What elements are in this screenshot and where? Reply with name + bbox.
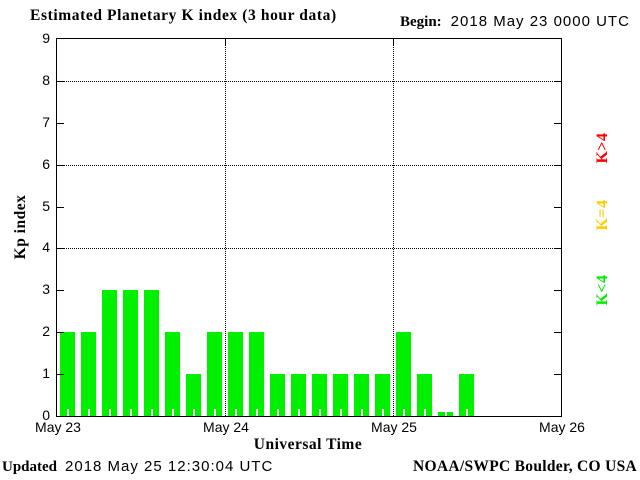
y-tick-label: 9 [42, 30, 50, 46]
kp-bar [291, 374, 306, 416]
y-tick-label: 5 [42, 197, 50, 214]
updated-value: 2018 May 25 12:30:04 UTC [65, 458, 274, 475]
x-day-label: May 23 [35, 419, 81, 435]
kp-bar [144, 290, 159, 416]
updated-timestamp: Updated 2018 May 25 12:30:04 UTC [2, 458, 273, 476]
chart-title: Estimated Planetary K index (3 hour data… [30, 7, 337, 24]
kp-bar [228, 332, 243, 416]
y-tick-left [57, 122, 64, 124]
kp-bar [396, 332, 411, 416]
x-minor-tick [129, 409, 132, 416]
y-tick-label: 8 [42, 71, 50, 88]
x-minor-tick [66, 409, 69, 416]
gridline-vertical [225, 39, 226, 416]
x-minor-tick [381, 409, 384, 416]
x-day-label: May 26 [539, 419, 585, 435]
kp-bar [249, 332, 264, 416]
x-axis-title: Universal Time [253, 436, 363, 453]
x-minor-tick [339, 409, 342, 416]
y-tick-label: 7 [42, 113, 50, 130]
x-day-label: May 25 [371, 419, 417, 435]
kp-bar [270, 374, 285, 416]
x-minor-tick [276, 409, 279, 416]
begin-info: Begin: 2018 May 23 0000 UTC [400, 13, 630, 31]
kp-bar [102, 290, 117, 416]
x-minor-tick [423, 409, 426, 416]
x-minor-tick [444, 409, 447, 416]
y-tick-right [554, 80, 561, 82]
y-tick-label: 2 [42, 323, 50, 340]
kp-bar [375, 374, 390, 416]
legend-item-k4: K=4 [594, 199, 611, 231]
kp-bar [60, 332, 75, 416]
y-tick-right [554, 290, 561, 292]
kp-bar [354, 374, 369, 416]
kp-bar [186, 374, 201, 416]
begin-label: Begin: [400, 14, 442, 30]
legend-item-k4: K<4 [594, 274, 611, 306]
x-minor-tick [465, 409, 468, 416]
x-minor-tick [192, 409, 195, 416]
gridline-vertical [393, 39, 394, 416]
gridline-horizontal [57, 248, 561, 250]
y-tick-label: 0 [42, 407, 50, 423]
x-minor-tick [255, 409, 258, 416]
y-tick-left [57, 80, 64, 82]
kp-bar [417, 374, 432, 416]
x-minor-tick [108, 409, 111, 416]
y-tick-label: 4 [42, 239, 50, 256]
kp-bar [333, 374, 348, 416]
y-tick-label: 3 [42, 281, 50, 298]
gridline-horizontal [57, 80, 561, 82]
y-tick-right [554, 122, 561, 124]
y-tick-left [57, 290, 64, 292]
x-minor-tick [87, 409, 90, 416]
y-tick-label: 1 [42, 365, 50, 382]
y-tick-left [57, 164, 64, 166]
credit-text: NOAA/SWPC Boulder, CO USA [413, 458, 637, 475]
kp-bar [207, 332, 222, 416]
y-tick-right [554, 206, 561, 208]
kp-bar [165, 332, 180, 416]
updated-label: Updated [2, 459, 58, 475]
x-minor-tick [171, 409, 174, 416]
y-tick-label: 6 [42, 155, 50, 172]
kp-bar [123, 290, 138, 416]
y-tick-right [554, 374, 561, 376]
x-minor-tick [150, 409, 153, 416]
kp-bar [438, 409, 453, 416]
legend-item-k4: K>4 [594, 132, 611, 164]
x-minor-tick [360, 409, 363, 416]
y-tick-left [57, 332, 64, 334]
kp-bar [81, 332, 96, 416]
y-tick-right [554, 164, 561, 166]
gridline-horizontal [57, 164, 561, 166]
plot-area [56, 38, 562, 417]
y-tick-left [57, 206, 64, 208]
x-major-tick-top [225, 39, 226, 46]
kp-bar [459, 374, 474, 416]
x-minor-tick [297, 409, 300, 416]
y-tick-left [57, 374, 64, 376]
y-tick-right [554, 248, 561, 250]
kp-bar [312, 374, 327, 416]
x-day-label: May 24 [203, 419, 249, 435]
y-tick-right [554, 332, 561, 334]
begin-value: 2018 May 23 0000 UTC [450, 13, 630, 30]
y-tick-left [57, 248, 64, 250]
x-minor-tick [234, 409, 237, 416]
x-minor-tick [318, 409, 321, 416]
x-minor-tick [402, 409, 405, 416]
x-minor-tick [213, 409, 216, 416]
x-major-tick-top [393, 39, 394, 46]
